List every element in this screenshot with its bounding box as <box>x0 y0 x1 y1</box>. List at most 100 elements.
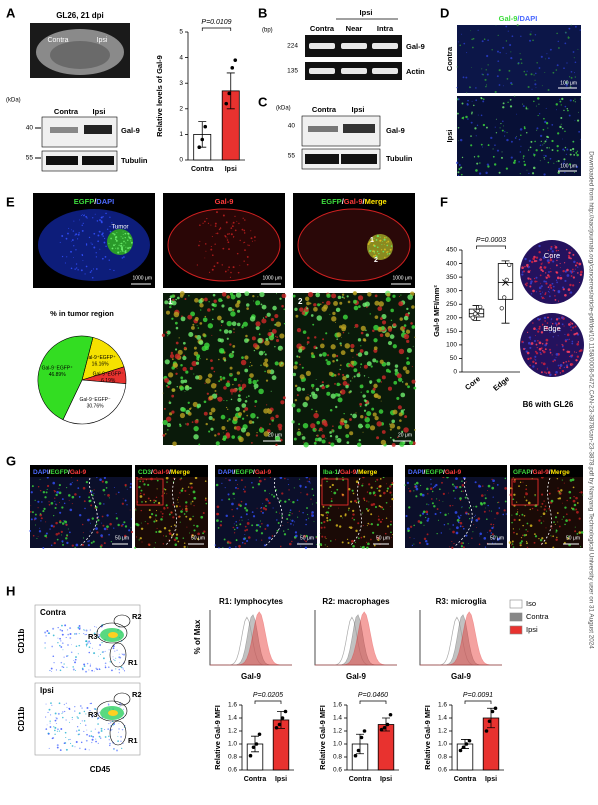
texture <box>310 352 314 356</box>
texture <box>119 705 121 707</box>
texture <box>93 489 95 491</box>
texture <box>84 273 86 275</box>
texture <box>573 495 575 498</box>
texture <box>386 292 391 297</box>
texture <box>104 650 106 652</box>
label: 135 <box>287 68 298 75</box>
texture <box>577 272 579 274</box>
texture <box>563 67 565 70</box>
texture <box>283 530 285 532</box>
texture <box>220 520 222 523</box>
texture <box>29 511 32 513</box>
texture <box>559 366 562 369</box>
texture <box>70 742 72 745</box>
y-tick-label: 1.2 <box>228 728 237 735</box>
gate <box>113 692 131 706</box>
texture <box>544 140 547 143</box>
texture <box>569 86 572 88</box>
texture <box>462 116 465 119</box>
texture <box>466 92 468 94</box>
texture <box>557 171 560 174</box>
texture <box>226 320 232 327</box>
texture <box>537 317 540 321</box>
texture <box>572 499 576 503</box>
texture <box>80 741 83 744</box>
texture <box>194 476 198 480</box>
texture <box>222 499 224 501</box>
band <box>341 154 377 164</box>
texture <box>572 150 574 152</box>
texture <box>325 332 328 335</box>
texture <box>520 145 522 147</box>
texture <box>235 521 237 523</box>
texture <box>139 492 142 495</box>
texture <box>492 148 494 150</box>
texture <box>98 655 99 657</box>
texture <box>478 535 480 537</box>
texture <box>543 316 547 320</box>
texture <box>545 266 547 268</box>
texture <box>108 723 110 725</box>
texture <box>227 233 229 235</box>
texture <box>349 390 352 393</box>
texture <box>554 516 558 519</box>
texture <box>538 113 541 115</box>
texture <box>232 383 234 386</box>
texture <box>380 381 383 383</box>
texture <box>475 518 479 522</box>
texture <box>511 514 513 516</box>
texture <box>483 537 487 540</box>
texture <box>388 328 392 332</box>
texture <box>495 132 498 134</box>
texture <box>363 499 366 501</box>
texture <box>122 246 124 248</box>
texture <box>491 486 495 490</box>
texture <box>120 538 122 540</box>
texture <box>525 499 528 502</box>
texture <box>536 127 539 130</box>
texture <box>227 493 230 496</box>
texture <box>564 146 567 149</box>
texture <box>228 352 234 359</box>
data-point <box>230 66 235 70</box>
texture <box>339 342 342 345</box>
texture <box>549 351 552 354</box>
texture <box>374 315 379 319</box>
texture <box>574 325 577 328</box>
texture <box>188 517 192 521</box>
texture <box>264 528 267 530</box>
texture <box>222 214 225 217</box>
texture <box>312 387 314 389</box>
texture <box>312 323 315 326</box>
texture <box>362 525 364 527</box>
texture <box>114 237 117 239</box>
texture <box>125 246 127 248</box>
texture <box>563 158 566 161</box>
texture <box>423 524 425 526</box>
label: 55 <box>26 155 34 162</box>
label: Edge <box>543 324 561 333</box>
texture <box>184 297 187 300</box>
texture <box>457 521 460 524</box>
texture <box>357 483 360 486</box>
texture <box>171 410 175 414</box>
texture <box>162 392 164 394</box>
pie-slice <box>81 337 125 381</box>
texture <box>156 479 159 482</box>
texture <box>246 522 250 525</box>
texture <box>374 300 380 306</box>
texture <box>205 358 208 361</box>
texture <box>232 526 235 529</box>
texture <box>241 541 244 544</box>
texture <box>552 360 555 363</box>
texture <box>572 284 575 287</box>
texture <box>32 534 35 537</box>
texture <box>266 312 271 317</box>
texture <box>570 326 572 328</box>
texture <box>213 299 217 303</box>
label: 100 μm <box>560 163 577 169</box>
y-tick-label: 0.8 <box>333 754 342 761</box>
texture <box>519 128 523 131</box>
texture <box>31 485 34 488</box>
texture <box>344 420 348 424</box>
